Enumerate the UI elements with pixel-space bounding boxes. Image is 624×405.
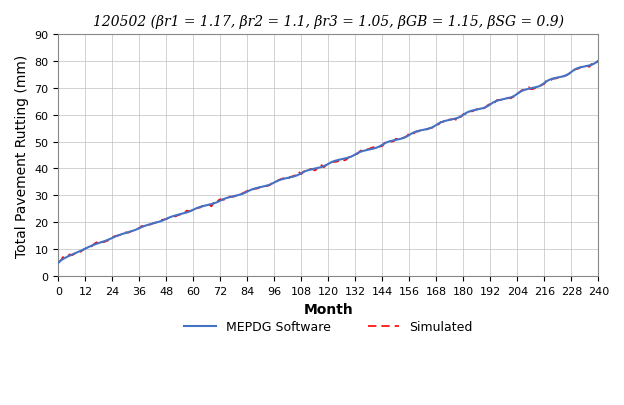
Simulated <box>363 148 371 153</box>
Simulated <box>489 101 496 106</box>
Title: 120502 (βr1 = 1.17, βr2 = 1.1, βr3 = 1.05, βGB = 1.15, βSG = 0.9): 120502 (βr1 = 1.17, βr2 = 1.1, βr3 = 1.0… <box>93 15 564 29</box>
X-axis label: Month: Month <box>303 302 353 316</box>
Simulated <box>115 233 123 238</box>
MEPDG Software <box>260 185 267 190</box>
Y-axis label: Total Pavement Rutting (mm): Total Pavement Rutting (mm) <box>15 54 29 257</box>
Simulated <box>453 118 461 123</box>
MEPDG Software <box>489 101 496 106</box>
Legend: MEPDG Software, Simulated: MEPDG Software, Simulated <box>179 315 477 338</box>
MEPDG Software <box>363 148 371 153</box>
Simulated <box>260 185 267 190</box>
Simulated <box>588 62 595 67</box>
Simulated <box>595 60 602 64</box>
MEPDG Software <box>588 63 595 68</box>
Simulated <box>55 260 62 265</box>
Line: MEPDG Software: MEPDG Software <box>59 62 598 263</box>
MEPDG Software <box>115 233 123 238</box>
MEPDG Software <box>55 261 62 266</box>
Line: Simulated: Simulated <box>59 62 598 263</box>
MEPDG Software <box>595 59 602 64</box>
MEPDG Software <box>453 117 461 121</box>
